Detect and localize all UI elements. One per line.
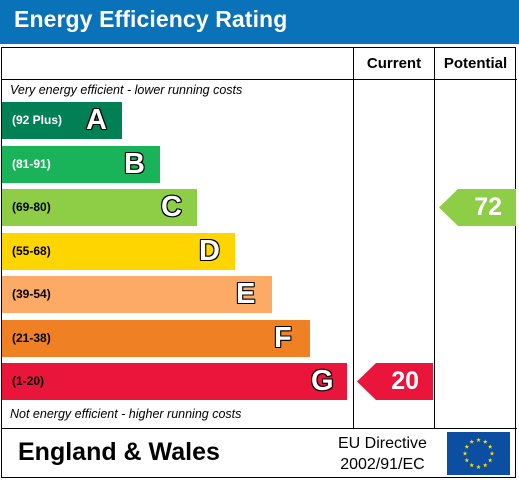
band-f: (21-38) F <box>2 320 310 357</box>
band-letter-label: A <box>86 104 107 136</box>
band-letter-label: D <box>199 235 220 267</box>
band-letter-label: C <box>161 191 182 223</box>
band-g: (1-20) G <box>2 363 347 400</box>
band-range-label: (55-68) <box>12 244 51 258</box>
chart-frame <box>1 47 516 478</box>
header-divider <box>1 79 517 80</box>
eu-star-icon <box>476 437 481 442</box>
band-d: (55-68) D <box>2 233 235 270</box>
band-letter-label: B <box>124 148 145 180</box>
potential-rating-value: 72 <box>474 193 502 221</box>
divider-potential <box>434 47 435 428</box>
eu-star-icon <box>469 462 475 468</box>
eu-star-icon <box>489 451 495 456</box>
band-range-label: (69-80) <box>12 200 51 214</box>
footer-directive: EU Directive 2002/91/EC <box>338 433 427 475</box>
current-rating-value: 20 <box>391 367 419 395</box>
eu-star-icon <box>462 451 468 456</box>
eu-star-icon <box>482 439 488 444</box>
chart-title: Energy Efficiency Rating <box>14 6 288 32</box>
footer-divider <box>1 428 517 429</box>
band-e: (39-54) E <box>2 276 272 313</box>
footer-region: England & Wales <box>18 438 220 466</box>
divider-current <box>353 47 354 428</box>
eu-star-icon <box>464 444 470 449</box>
column-header-current: Current <box>366 55 422 72</box>
band-b: (81-91) B <box>2 146 160 183</box>
band-range-label: (81-91) <box>12 157 51 171</box>
eu-star-icon <box>487 457 493 463</box>
column-header-potential: Potential <box>443 55 508 72</box>
band-c: (69-80) C <box>2 189 197 226</box>
eu-star-icon <box>464 457 470 463</box>
eu-star-icon <box>469 439 475 444</box>
band-letter-label: F <box>274 322 292 354</box>
band-letter-label: E <box>236 278 256 310</box>
potential-rating-arrow: 72 <box>439 189 516 226</box>
band-range-label: (39-54) <box>12 287 51 301</box>
band-range-label: (92 Plus) <box>12 113 63 127</box>
title-bar: Energy Efficiency Rating <box>0 0 519 44</box>
band-range-label: (21-38) <box>12 331 51 345</box>
directive-line-2: 2002/91/EC <box>340 456 425 473</box>
eu-flag-icon <box>447 432 510 475</box>
note-top: Very energy efficient - lower running co… <box>10 83 243 97</box>
band-a: (92 Plus) A <box>2 102 122 139</box>
note-bottom: Not energy efficient - higher running co… <box>10 407 242 421</box>
eu-star-icon <box>476 464 481 469</box>
eu-star-icon <box>487 444 493 449</box>
directive-line-1: EU Directive <box>338 435 427 452</box>
band-range-label: (1-20) <box>12 374 45 388</box>
eu-star-icon <box>482 462 488 468</box>
band-letter-label: G <box>311 365 334 397</box>
